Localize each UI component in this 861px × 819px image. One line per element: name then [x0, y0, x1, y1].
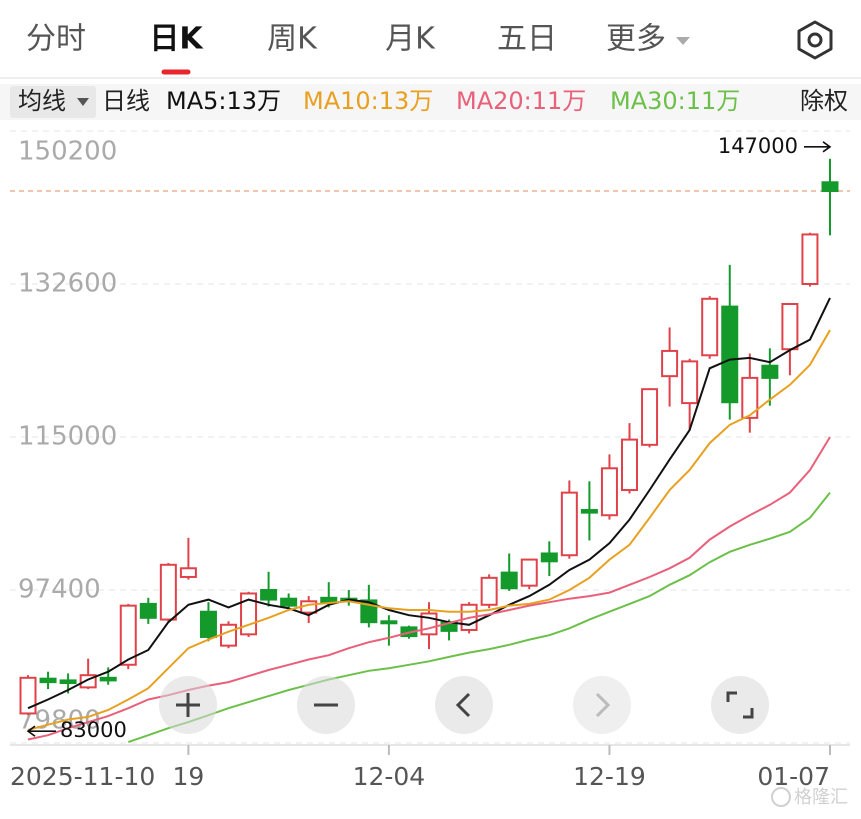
- settings-icon[interactable]: [797, 20, 833, 60]
- candle-body: [220, 623, 237, 647]
- ma-legend-entry: MA5:13万: [166, 87, 281, 115]
- ma-line: [27, 329, 831, 731]
- candle-body: [761, 364, 779, 379]
- candle-body: [641, 388, 659, 446]
- x-tick-label: 01-07: [757, 762, 830, 791]
- high-label: 147000: [718, 134, 798, 158]
- y-tick-label: 115000: [18, 422, 117, 452]
- fullscreen-button[interactable]: [711, 676, 769, 734]
- x-tick-label: 12-19: [573, 762, 646, 791]
- tab[interactable]: 分时: [26, 22, 86, 57]
- pan-right-icon[interactable]: [595, 692, 611, 718]
- adjust-toggle[interactable]: 除权: [800, 87, 848, 115]
- low-arrow: [26, 725, 56, 737]
- candle-body: [721, 305, 739, 404]
- y-tick-label: 150200: [18, 137, 117, 167]
- candle-body: [560, 491, 578, 557]
- chart-controls: [159, 676, 769, 734]
- candle-body: [119, 604, 137, 666]
- candle-body: [480, 576, 498, 606]
- candle-body: [781, 302, 799, 351]
- fullscreen-icon[interactable]: [726, 691, 754, 719]
- y-tick-label: 97400: [18, 575, 101, 605]
- candle-body: [99, 676, 117, 682]
- candle-body: [179, 567, 197, 578]
- watermark-logo: [771, 787, 791, 807]
- ma-legend-entry: MA30:11万: [610, 87, 740, 115]
- x-tick-label: 2025-11-10: [10, 762, 155, 791]
- x-tick-label: 19: [172, 762, 204, 791]
- zoom-in-icon[interactable]: [176, 693, 200, 717]
- pan-right-button[interactable]: [573, 676, 631, 734]
- candle-body: [821, 181, 839, 192]
- ma-selector-bg[interactable]: [10, 86, 96, 118]
- ma-selector[interactable]: 均线: [18, 87, 66, 115]
- dropdown-arrow[interactable]: [77, 98, 89, 106]
- candle-body: [320, 596, 338, 604]
- candle-body: [39, 677, 57, 684]
- tab[interactable]: 周K: [267, 22, 318, 57]
- y-tick-label: 132600: [18, 269, 117, 299]
- candle-body: [500, 571, 518, 590]
- candle-body: [280, 597, 298, 607]
- candle-body: [661, 349, 679, 378]
- period-label: 日线: [102, 87, 150, 115]
- candle-body: [580, 509, 598, 514]
- candle-body: [380, 620, 398, 625]
- tab[interactable]: 五日: [497, 22, 557, 57]
- ma-line: [27, 297, 831, 710]
- low-label: 83000: [60, 718, 127, 742]
- settings-hexagon[interactable]: [797, 20, 833, 60]
- candle-body: [520, 558, 538, 587]
- settings-dot[interactable]: [807, 32, 823, 48]
- ma-legend-entry: MA20:11万: [456, 87, 586, 115]
- high-arrow: [804, 141, 832, 153]
- candle-body: [159, 563, 177, 621]
- pan-left-icon[interactable]: [455, 692, 471, 718]
- ma-legend-entry: MA10:13万: [303, 87, 433, 115]
- pan-left-button[interactable]: [435, 676, 493, 734]
- watermark: 格隆汇: [794, 787, 848, 808]
- candle-body: [701, 297, 719, 357]
- candle-body: [801, 233, 819, 286]
- watermark-group: 格隆汇: [771, 787, 848, 808]
- tab[interactable]: 月K: [385, 22, 436, 57]
- candle-body: [600, 467, 618, 517]
- ma-legend: MA5:13万 MA10:13万 MA20:11万 MA30:11万: [166, 87, 740, 115]
- candle-body: [19, 676, 37, 715]
- candle-body: [540, 552, 558, 563]
- tab[interactable]: 日K: [149, 22, 204, 57]
- candle-body: [741, 376, 759, 419]
- tab-bar: 分时 日K 周K 月K 五日 更多: [26, 22, 690, 75]
- indicator-bar: [0, 84, 861, 120]
- candle-body: [621, 438, 638, 492]
- tab-dropdown-arrow[interactable]: [676, 37, 690, 45]
- x-tick-label: 12-04: [353, 762, 426, 791]
- candle-body: [139, 602, 157, 619]
- candle-body: [260, 589, 278, 601]
- candle-body: [199, 610, 217, 638]
- candle-body: [59, 679, 77, 685]
- tab[interactable]: 更多: [606, 22, 666, 57]
- candle-body: [681, 360, 699, 405]
- ma-line: [127, 491, 831, 744]
